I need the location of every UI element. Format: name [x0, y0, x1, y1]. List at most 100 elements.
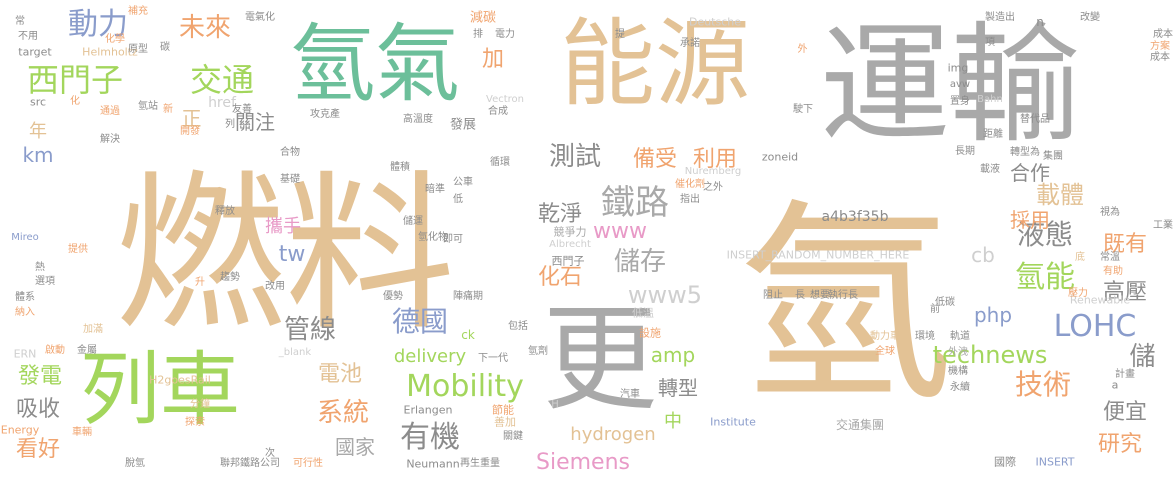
cloud-word: 電力 [495, 29, 515, 40]
cloud-word: 加 [481, 47, 505, 72]
cloud-word: Renewable [1069, 293, 1131, 307]
cloud-word: php [973, 303, 1013, 327]
cloud-word: 動力 [68, 7, 128, 42]
cloud-word: Neumann [406, 457, 460, 471]
cloud-word: 公車 [453, 177, 473, 188]
cloud-word: amp [650, 343, 696, 367]
cloud-word: 備受 [632, 147, 678, 172]
cloud-word: 次 [265, 448, 275, 459]
cloud-word: 解決 [100, 134, 120, 145]
cloud-word: 善加 [494, 415, 516, 429]
cloud-word: 燃料 [114, 156, 456, 354]
cloud-word: 發電 [17, 364, 63, 389]
cloud-word: 西門子 [551, 254, 585, 268]
cloud-word: 轉型為 [1010, 147, 1040, 158]
cloud-word: 管線 [283, 315, 337, 345]
cloud-word: 置身 [950, 96, 970, 107]
cloud-word: 德國 [391, 305, 449, 338]
cloud-word: 計畫 [1115, 369, 1135, 380]
cloud-word: 低溫 [632, 306, 654, 320]
cloud-word: technews [932, 341, 1048, 369]
cloud-word: 常 [15, 16, 25, 27]
cloud-word: 之外 [703, 182, 723, 193]
cloud-word: 未來 [178, 13, 232, 43]
cloud-word: 研究 [1097, 432, 1143, 457]
cloud-word: 低 [453, 194, 463, 205]
cloud-word: 化石 [537, 265, 583, 290]
cloud-word: Erlangen [403, 403, 453, 417]
cloud-word: 想要 [810, 290, 830, 301]
cloud-word: Bahn [977, 94, 1003, 105]
cloud-word: 鐵路 [601, 183, 669, 223]
cloud-word: 動力車 [870, 331, 900, 342]
cloud-word: 長 [795, 290, 805, 301]
cloud-word: 列車 [80, 343, 240, 436]
cloud-word: 能源 [559, 9, 751, 120]
cloud-word: 承諾 [680, 38, 700, 49]
cloud-word: Vectron [486, 94, 524, 105]
cloud-word: 更 [542, 292, 658, 427]
cloud-word: 西門子 [26, 61, 124, 99]
cloud-word: 方案 [1150, 41, 1170, 52]
cloud-word: 碳 [160, 42, 170, 53]
cloud-word: 正 [178, 108, 202, 128]
cloud-word: 有機 [400, 420, 460, 455]
cloud-word: n [1036, 15, 1044, 29]
cloud-word: ERN [13, 347, 37, 361]
cloud-word: 化 [70, 96, 80, 107]
cloud-word: Institute [710, 415, 756, 429]
cloud-word: 項 [985, 37, 995, 48]
cloud-word: img [947, 61, 969, 75]
cloud-word: a [1111, 378, 1119, 392]
cloud-word: 液態 [1016, 218, 1074, 251]
cloud-word: 發展 [449, 117, 477, 133]
cloud-word: 載體 [1036, 181, 1084, 209]
cloud-word: 利用 [692, 147, 738, 172]
cloud-word: Helmholtz [82, 45, 138, 59]
cloud-word: 節能 [492, 403, 514, 417]
cloud-word: 選項 [35, 276, 55, 287]
cloud-word: 集團 [1043, 151, 1063, 162]
cloud-word: 提供 [68, 244, 88, 255]
cloud-word: 電氣化 [245, 12, 275, 23]
cloud-word: 阻止 [763, 290, 783, 301]
cloud-word: 再生 [460, 458, 480, 469]
cloud-word: 化學 [105, 34, 125, 45]
cloud-word: km [22, 143, 54, 167]
cloud-word: 轉型 [658, 376, 698, 400]
cloud-word: 國際 [994, 455, 1016, 469]
cloud-word: 距離 [983, 129, 1003, 140]
cloud-word: 永續 [950, 382, 970, 393]
cloud-word: 壓力 [1068, 288, 1088, 299]
cloud-word: 底 [1075, 252, 1085, 263]
cloud-word: 系統 [316, 398, 370, 428]
cloud-word: 補充 [128, 6, 148, 17]
cloud-word: H2goesRail [149, 373, 211, 387]
cloud-word: 循環 [490, 157, 510, 168]
cloud-word: 基礎 [280, 174, 300, 185]
cloud-word: www5 [627, 281, 703, 309]
cloud-word: 便宜 [1102, 400, 1148, 425]
cloud-word: 外 [795, 43, 806, 53]
cloud-word: 低碳 [935, 297, 955, 308]
cloud-word: 替代品 [1020, 114, 1050, 125]
cloud-word: 車輛 [72, 427, 92, 438]
cloud-word: src [29, 95, 47, 109]
cloud-word: Energy [0, 423, 40, 437]
cloud-word: 脫氫 [125, 458, 145, 469]
cloud-word: Siemens [536, 450, 630, 475]
cloud-word: ck [461, 328, 475, 342]
cloud-word: tw [278, 242, 306, 267]
cloud-word: 全球 [875, 346, 895, 357]
cloud-word: 列 [225, 119, 235, 130]
cloud-word: 前 [930, 304, 940, 315]
cloud-word: 設施 [639, 326, 661, 340]
cloud-word: 製造出 [985, 12, 1015, 23]
cloud-word: 技術 [1014, 368, 1072, 401]
cloud-word: 探索 [185, 417, 205, 428]
cloud-word: 體積 [390, 162, 410, 173]
cloud-word: 友善 [232, 104, 252, 115]
cloud-word: 通過 [100, 106, 120, 117]
cloud-word: 重量 [480, 458, 500, 469]
